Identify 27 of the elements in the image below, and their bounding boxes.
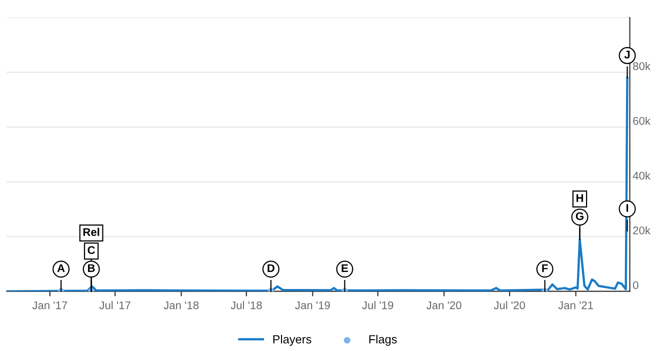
y-tick-label: 20k (633, 226, 651, 234)
annotation: E (342, 264, 348, 272)
x-tick-label: Jul '20 (494, 301, 526, 310)
x-tick-label: Jul '19 (362, 301, 394, 310)
annotation: F (542, 264, 548, 272)
x-tick-label: Jan '21 (558, 301, 594, 310)
y-tick-label: 80k (633, 62, 651, 70)
x-tick-label: Jan '17 (32, 301, 68, 310)
annotation: H (576, 194, 584, 202)
annotation: B (88, 264, 95, 272)
annotation: A (57, 264, 65, 272)
x-tick-label: Jul '18 (230, 301, 262, 310)
y-tick-label: 0 (633, 281, 638, 290)
x-tick-label: Jan '19 (295, 301, 330, 310)
annotation: Rel (83, 228, 100, 236)
legend-label: Flags (369, 334, 397, 346)
annotation: J (624, 50, 630, 59)
legend-label: Players (273, 334, 312, 346)
x-tick-label: Jan '20 (426, 301, 462, 310)
annotation: C (88, 246, 95, 254)
x-tick-label: Jul '17 (99, 301, 130, 310)
annotation: G (576, 212, 584, 220)
annotation: I (626, 204, 628, 212)
y-tick-label: 40k (632, 171, 651, 180)
x-tick-label: Jan '18 (164, 301, 199, 310)
y-tick-label: 60k (633, 116, 651, 125)
annotation: D (268, 264, 274, 272)
